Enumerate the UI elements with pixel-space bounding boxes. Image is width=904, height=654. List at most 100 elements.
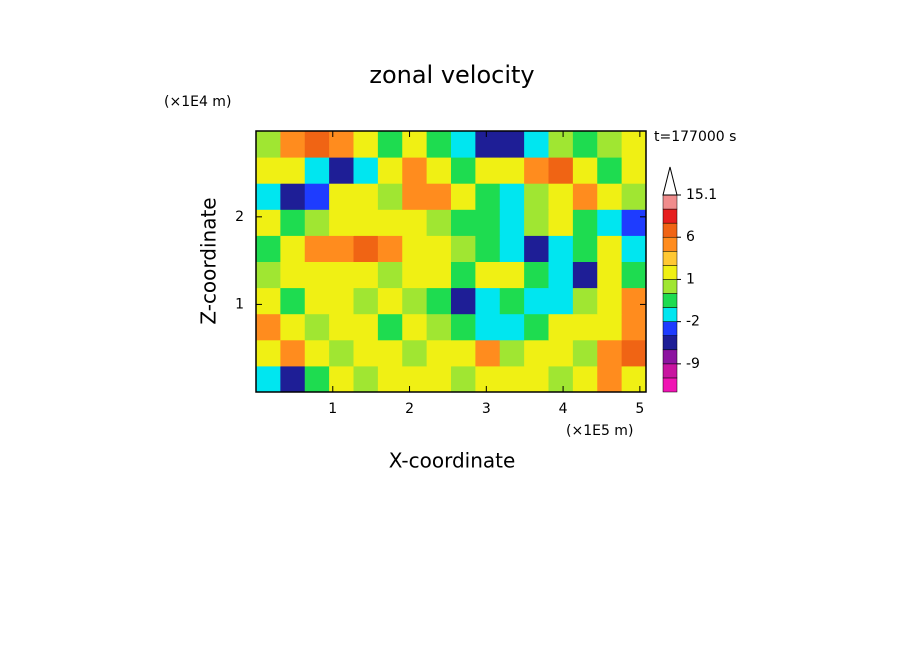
- contour-cell: [548, 209, 574, 236]
- contour-cell: [353, 365, 379, 393]
- colorbar-tick-label: -9: [686, 356, 700, 372]
- contour-cell: [353, 313, 379, 341]
- contour-cell: [280, 339, 306, 367]
- contour-cell: [256, 365, 281, 393]
- contour-cell: [426, 313, 452, 341]
- contour-cell: [304, 183, 330, 210]
- contour-cell: [524, 339, 549, 367]
- contour-cell: [280, 131, 306, 158]
- contour-cell: [329, 287, 354, 315]
- contour-cell: [377, 261, 403, 289]
- contour-cell: [377, 235, 403, 262]
- colorbar-tick-label: 1: [686, 271, 695, 287]
- contour-cell: [597, 339, 623, 367]
- contour-cell: [426, 339, 452, 367]
- contour-cell: [524, 287, 549, 315]
- contour-cell: [402, 339, 428, 367]
- contour-cell: [377, 313, 403, 341]
- contour-cell: [402, 287, 428, 315]
- contour-cell: [621, 131, 647, 158]
- contour-cell: [451, 183, 476, 210]
- contour-cell: [402, 209, 428, 236]
- contour-cell: [572, 157, 598, 184]
- contour-cell: [304, 287, 330, 315]
- contour-cell: [353, 235, 379, 262]
- contour-cell: [524, 313, 549, 341]
- colorbar-tick-label: 15.1: [686, 187, 717, 203]
- contour-cell: [280, 235, 306, 262]
- contour-cell: [451, 157, 476, 184]
- contour-cell: [475, 313, 501, 341]
- colorbar-swatch: [662, 377, 678, 393]
- contour-cell: [426, 157, 452, 184]
- colorbar-swatch: [662, 236, 678, 252]
- contour-cell: [280, 313, 306, 341]
- contour-cell: [572, 339, 598, 367]
- contour-cell: [548, 157, 574, 184]
- contour-cell: [548, 313, 574, 341]
- contour-cell: [304, 365, 330, 393]
- contour-cell: [475, 365, 501, 393]
- contour-cell: [572, 183, 598, 210]
- y-tick-label: 2: [235, 209, 244, 225]
- contour-cell: [304, 339, 330, 367]
- contour-cell: [548, 261, 574, 289]
- contour-cell: [451, 313, 476, 341]
- contour-cell: [451, 131, 476, 158]
- contour-cell: [304, 131, 330, 158]
- contour-cell: [426, 209, 452, 236]
- contour-cell: [499, 287, 525, 315]
- contour-cell: [402, 261, 428, 289]
- colorbar-tick-label: 6: [686, 229, 695, 245]
- contour-cell: [353, 287, 379, 315]
- contour-cell: [475, 209, 501, 236]
- contour-cell: [499, 339, 525, 367]
- contour-cell: [499, 365, 525, 393]
- contour-cell: [402, 365, 428, 393]
- contour-cell: [353, 131, 379, 158]
- colorbar-swatch: [662, 335, 678, 351]
- contour-cell: [597, 313, 623, 341]
- contour-cell: [597, 183, 623, 210]
- contour-cell: [280, 209, 306, 236]
- x-unit: (×1E5 m): [566, 423, 633, 439]
- contour-cell: [304, 209, 330, 236]
- contour-cell: [329, 183, 354, 210]
- contour-cell: [402, 157, 428, 184]
- x-tick-label: 2: [405, 401, 414, 417]
- contour-cell: [548, 131, 574, 158]
- contour-cell: [475, 235, 501, 262]
- annotation: t=177000 s: [654, 129, 736, 145]
- contour-cell: [426, 235, 452, 262]
- contour-cell: [377, 157, 403, 184]
- contour-cell: [621, 235, 647, 262]
- x-tick-label: 1: [328, 401, 337, 417]
- contour-cell: [353, 209, 379, 236]
- contour-cell: [402, 183, 428, 210]
- contour-cell: [402, 313, 428, 341]
- contour-cell: [597, 261, 623, 289]
- colorbar-swatch: [662, 194, 678, 210]
- contour-cell: [597, 235, 623, 262]
- contour-cell: [597, 287, 623, 315]
- contour-cell: [256, 235, 281, 262]
- contour-cell: [597, 157, 623, 184]
- contour-cell: [621, 365, 647, 393]
- contour-cell: [572, 365, 598, 393]
- contour-cell: [572, 235, 598, 262]
- y-unit: (×1E4 m): [164, 94, 231, 110]
- contour-cell: [621, 339, 647, 367]
- contour-cell: [572, 287, 598, 315]
- contour-cell: [451, 339, 476, 367]
- contour-cell: [377, 339, 403, 367]
- contour-cell: [524, 235, 549, 262]
- contour-cell: [280, 365, 306, 393]
- plot-frame: [255, 130, 647, 393]
- contour-cell: [524, 183, 549, 210]
- contour-cell: [475, 287, 501, 315]
- contour-cell: [377, 209, 403, 236]
- contour-cell: [499, 313, 525, 341]
- contour-cell: [256, 313, 281, 341]
- contour-cell: [621, 261, 647, 289]
- contour-cell: [377, 131, 403, 158]
